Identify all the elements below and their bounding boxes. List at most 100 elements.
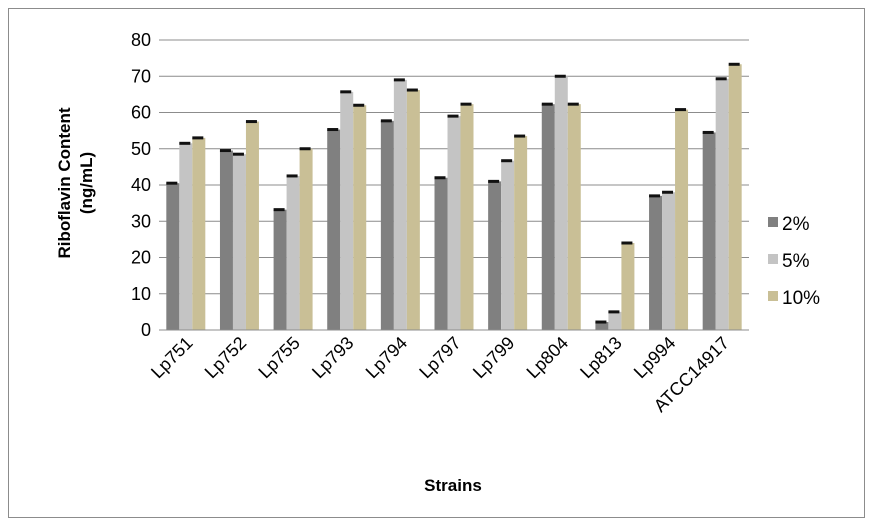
bar [702,132,716,330]
y-tick-label: 10 [131,284,151,304]
x-axis-title: Strains [424,476,482,495]
bar [166,183,180,330]
bar [353,105,367,330]
error-cap [353,103,365,107]
legend-label: 2% [782,214,810,235]
error-cap [286,174,298,178]
error-cap [608,310,620,314]
y-axis-ticks: 0 10 20 30 40 50 60 70 80 [131,30,151,340]
x-tick-label: Lp804 [523,333,573,383]
error-cap [192,136,204,140]
bar [380,120,394,331]
error-cap [273,208,285,212]
y-tick-label: 30 [131,211,151,231]
bar [488,181,502,330]
error-cap [567,102,579,106]
bars [166,64,742,331]
error-cap [219,149,231,153]
bar [406,90,420,331]
bar [327,129,341,330]
bar [595,322,609,330]
error-cap [728,62,740,66]
bar [232,154,246,330]
bar [447,116,461,330]
bar [541,104,555,330]
x-tick-label: Lp755 [254,333,304,383]
legend-label: 5% [782,251,810,272]
error-cap [715,77,727,81]
error-cap [649,194,661,198]
error-cap [380,119,392,123]
x-tick-label: Lp794 [362,333,412,383]
bar [286,175,300,330]
error-cap [675,108,687,112]
bar [649,195,663,330]
y-tick-label: 50 [131,139,151,159]
legend: 2% 5% 10% [768,214,820,309]
y-tick-label: 70 [131,66,151,86]
bar [340,91,354,331]
legend-swatch [768,254,778,264]
x-axis-ticks: Lp751 Lp752 Lp755 Lp793 Lp794 Lp797 Lp799 Lp804… [147,333,733,416]
legend-swatch [768,217,778,227]
error-cap [406,88,418,92]
error-cap [514,134,526,138]
error-cap [299,147,311,151]
error-cap [447,114,459,118]
bar [728,64,742,330]
error-cap [179,141,191,145]
bar [567,104,581,330]
error-cap [232,152,244,156]
y-tick-label: 60 [131,103,151,123]
error-cap [166,181,178,185]
y-axis-title-line1: Riboflavin Content [55,107,74,258]
bar [192,137,206,330]
y-tick-label: 80 [131,30,151,50]
error-cap [554,74,566,78]
y-tick-label: 0 [141,320,151,340]
legend-label: 10% [782,288,820,309]
error-bars [166,62,740,324]
x-tick-label: Lp793 [308,333,358,383]
bar [460,104,474,330]
error-cap [662,190,674,194]
error-cap [434,176,446,180]
bar [514,136,528,330]
bar [245,121,259,330]
error-cap [501,159,513,163]
bar [179,143,193,330]
error-cap [327,128,339,132]
error-cap [488,179,500,183]
y-axis-title-line2: (ng/mL) [77,152,96,214]
x-tick-label: Lp797 [415,333,465,383]
y-tick-label: 40 [131,175,151,195]
bar [299,148,313,330]
bar [675,109,689,330]
error-cap [541,102,553,106]
bar [662,192,676,330]
bar [273,209,287,330]
x-tick-label: Lp751 [147,333,197,383]
bar [219,150,233,330]
bar [621,243,635,330]
bar [715,78,729,330]
bar [608,311,622,330]
bar [393,79,407,330]
error-cap [340,90,352,94]
bar [554,76,568,330]
y-tick-label: 20 [131,248,151,268]
legend-swatch [768,291,778,301]
error-cap [393,78,405,82]
error-cap [702,130,714,134]
x-tick-label: Lp994 [630,333,680,383]
bar [434,177,448,330]
error-cap [245,120,257,124]
x-tick-label: Lp752 [201,333,251,383]
error-cap [595,320,607,324]
error-cap [460,102,472,106]
error-cap [621,241,633,245]
x-tick-label: Lp799 [469,333,519,383]
bar [501,160,515,330]
x-tick-label: Lp813 [576,333,626,383]
